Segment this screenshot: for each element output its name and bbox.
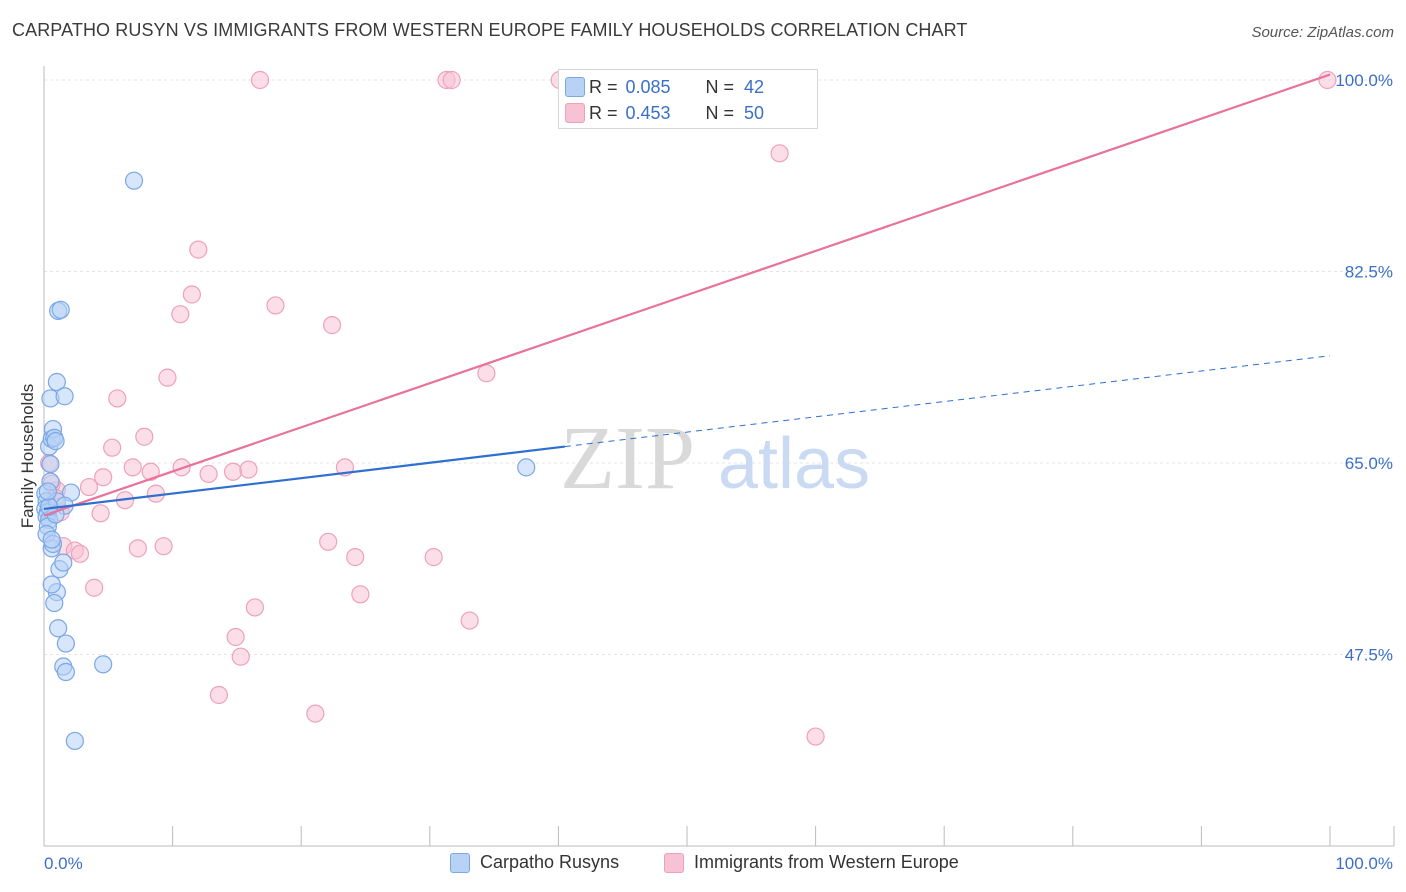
data-point-western-europe (346, 548, 365, 567)
chart-title: CARPATHO RUSYN VS IMMIGRANTS FROM WESTER… (12, 20, 968, 40)
data-point-western-europe (223, 462, 243, 481)
data-point-western-europe (209, 685, 228, 705)
data-point-carpatho-rusyn (124, 171, 144, 190)
data-point-carpatho-rusyn (38, 482, 57, 501)
correlation-legend: R = 0.085 N = 42 R = 0.453 N = 50 (558, 69, 818, 129)
data-point-carpatho-rusyn (56, 662, 75, 682)
series-western-europe-points (40, 70, 1337, 746)
data-point-carpatho-rusyn (517, 458, 536, 477)
data-point-carpatho-rusyn (49, 619, 68, 638)
data-point-carpatho-rusyn (46, 432, 65, 451)
gridlines (44, 79, 1394, 655)
data-point-western-europe (226, 627, 245, 647)
legend-r-label: R = (589, 76, 618, 97)
data-point-carpatho-rusyn (41, 454, 60, 474)
legend-item-label: Immigrants from Western Europe (694, 852, 959, 872)
data-point-western-europe (79, 477, 99, 497)
data-point-western-europe (154, 537, 173, 556)
data-point-western-europe (442, 70, 461, 90)
x-tick-labels: 0.0% 100.0% (44, 854, 1393, 873)
y-tick-label: 100.0% (1335, 71, 1393, 90)
legend-item-western-europe: Immigrants from Western Europe (664, 852, 959, 873)
data-point-carpatho-rusyn (45, 593, 64, 613)
data-point-western-europe (128, 539, 147, 558)
data-point-western-europe (266, 296, 285, 315)
source-label: Source: ZipAtlas.com (1251, 24, 1394, 41)
data-point-western-europe (239, 460, 258, 479)
legend-item-carpatho-rusyns: Carpatho Rusyns (450, 852, 619, 873)
legend-r-value: 0.085 (625, 76, 671, 97)
data-point-western-europe (231, 647, 250, 666)
legend-swatch-blue (450, 852, 470, 873)
data-point-western-europe (103, 438, 122, 457)
y-tick-labels: 47.5% 65.0% 82.5% 100.0% (1335, 71, 1393, 665)
x-tick-label: 0.0% (44, 854, 83, 873)
legend-row-western-europe: R = 0.453 N = 50 (565, 100, 765, 126)
data-point-western-europe (146, 484, 165, 503)
data-point-carpatho-rusyn (54, 553, 73, 572)
data-point-western-europe (351, 585, 370, 604)
data-point-carpatho-rusyn (42, 530, 61, 549)
data-point-western-europe (171, 305, 190, 324)
data-point-western-europe (85, 578, 104, 597)
data-point-western-europe (199, 464, 218, 484)
data-point-western-europe (108, 389, 127, 408)
legend-r-value: 0.453 (625, 102, 671, 123)
data-point-carpatho-rusyn (51, 300, 70, 319)
data-point-western-europe (158, 368, 177, 387)
series-carpatho-rusyns-points (36, 171, 536, 751)
data-point-western-europe (91, 504, 110, 523)
data-point-carpatho-rusyn (47, 372, 66, 392)
y-tick-label: 82.5% (1345, 263, 1393, 282)
legend-item-label: Carpatho Rusyns (480, 852, 620, 872)
data-point-western-europe (460, 611, 479, 630)
data-point-western-europe (319, 532, 338, 551)
data-point-western-europe (322, 316, 342, 335)
data-point-western-europe (806, 727, 825, 746)
legend-swatch-pink (664, 852, 684, 873)
data-point-western-europe (123, 458, 142, 477)
data-point-western-europe (135, 427, 154, 446)
data-point-western-europe (250, 70, 270, 90)
data-point-carpatho-rusyn (94, 655, 113, 674)
data-point-western-europe (70, 544, 90, 563)
data-point-western-europe (94, 468, 113, 487)
watermark: ZIP atlas (560, 409, 870, 508)
data-point-western-europe (306, 704, 325, 723)
legend-n-value: 50 (744, 102, 765, 123)
legend-swatch-pink (565, 103, 585, 123)
data-point-western-europe (189, 240, 208, 259)
data-point-carpatho-rusyn (42, 575, 61, 594)
legend-swatch-blue (565, 77, 585, 97)
y-tick-label: 65.0% (1345, 454, 1393, 473)
legend-n-label: N = (705, 102, 735, 123)
trend-lines (43, 73, 1331, 517)
legend-r-label: R = (589, 102, 618, 123)
data-point-carpatho-rusyn (56, 634, 75, 653)
data-point-western-europe (141, 462, 160, 481)
data-point-western-europe (245, 598, 265, 617)
watermark-atlas: atlas (718, 424, 870, 504)
data-point-western-europe (424, 548, 443, 567)
data-point-western-europe (477, 364, 496, 383)
data-point-western-europe (1318, 70, 1337, 90)
legend-n-value: 42 (744, 76, 765, 97)
trend-line-western-europe (43, 73, 1331, 517)
legend-n-label: N = (705, 76, 735, 97)
series-legend: Carpatho Rusyns Immigrants from Western … (0, 852, 1406, 878)
x-tick-label: 100.0% (1335, 854, 1393, 873)
data-point-carpatho-rusyn (65, 731, 84, 751)
trend-line-carpatho-rusyns (43, 445, 565, 511)
data-point-western-europe (770, 144, 789, 163)
data-point-carpatho-rusyn (55, 387, 74, 406)
legend-row-carpatho: R = 0.085 N = 42 (565, 74, 765, 100)
watermark-zip: ZIP (560, 409, 695, 508)
trend-line-carpatho-rusyns-projection (564, 355, 1331, 448)
y-tick-label: 47.5% (1345, 646, 1393, 665)
data-point-western-europe (182, 285, 201, 304)
